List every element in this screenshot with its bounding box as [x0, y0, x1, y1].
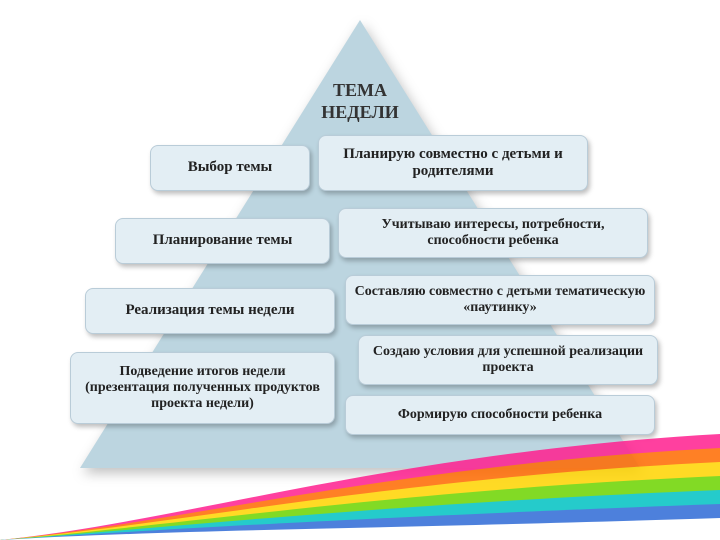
- diagram-stage: ТЕМА НЕДЕЛИ Выбор темы Планирую совместн…: [0, 0, 720, 540]
- box-label: Формирую способности ребенка: [398, 407, 602, 423]
- box-label: Реализация темы недели: [125, 302, 294, 319]
- title-line-1: ТЕМА: [333, 80, 387, 100]
- box-right-2: Учитываю интересы, потребности, способно…: [338, 208, 648, 258]
- box-left-3: Реализация темы недели: [85, 288, 335, 334]
- title-line-2: НЕДЕЛИ: [321, 102, 399, 122]
- box-right-5: Формирую способности ребенка: [345, 395, 655, 435]
- box-label: Создаю условия для успешной реализации п…: [367, 344, 649, 376]
- box-label: Планирую совместно с детьми и родителями: [327, 146, 579, 181]
- box-label: Составляю совместно с детьми тематическу…: [354, 284, 646, 316]
- box-label: Выбор темы: [188, 159, 273, 176]
- box-left-4: Подведение итогов недели (презентация по…: [70, 352, 335, 424]
- box-right-1: Планирую совместно с детьми и родителями: [318, 135, 588, 191]
- box-label: Подведение итогов недели (презентация по…: [79, 364, 326, 412]
- box-label: Планирование темы: [153, 232, 293, 249]
- box-left-1: Выбор темы: [150, 145, 310, 191]
- diagram-title: ТЕМА НЕДЕЛИ: [300, 80, 420, 123]
- box-right-4: Создаю условия для успешной реализации п…: [358, 335, 658, 385]
- box-right-3: Составляю совместно с детьми тематическу…: [345, 275, 655, 325]
- box-left-2: Планирование темы: [115, 218, 330, 264]
- box-label: Учитываю интересы, потребности, способно…: [347, 217, 639, 249]
